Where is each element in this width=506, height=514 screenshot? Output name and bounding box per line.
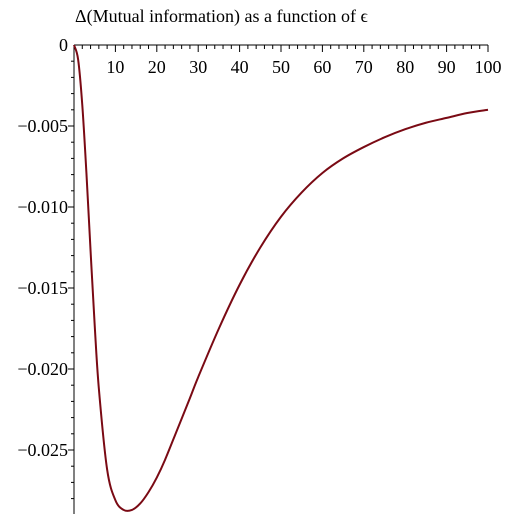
y-tick-label: −0.005 (17, 116, 68, 136)
x-tick-label: 70 (355, 57, 373, 77)
x-tick-label: 40 (231, 57, 249, 77)
x-tick-label: 90 (438, 57, 456, 77)
x-tick-label: 10 (106, 57, 124, 77)
chart-title: Δ(Mutual information) as a function of ϵ (75, 6, 368, 27)
x-tick-label: 50 (272, 57, 290, 77)
y-tick-label: −0.015 (17, 278, 68, 298)
x-tick-label: 80 (396, 57, 414, 77)
series-line-0 (73, 44, 489, 512)
x-tick-label: 30 (189, 57, 207, 77)
axes (68, 44, 489, 514)
x-tick-label: 60 (313, 57, 331, 77)
y-tick-label: −0.025 (17, 440, 68, 460)
series-group (73, 44, 489, 512)
tick-labels: 10 20 30 40 50 60 70 80 90 100 0 −0.005 −0.010 −0.015… (17, 35, 501, 460)
x-tick-label: 20 (148, 57, 166, 77)
y-tick-label: −0.020 (17, 359, 68, 379)
y-tick-label: 0 (59, 35, 68, 55)
x-tick-label: 100 (475, 57, 502, 77)
y-tick-label: −0.010 (17, 197, 68, 217)
